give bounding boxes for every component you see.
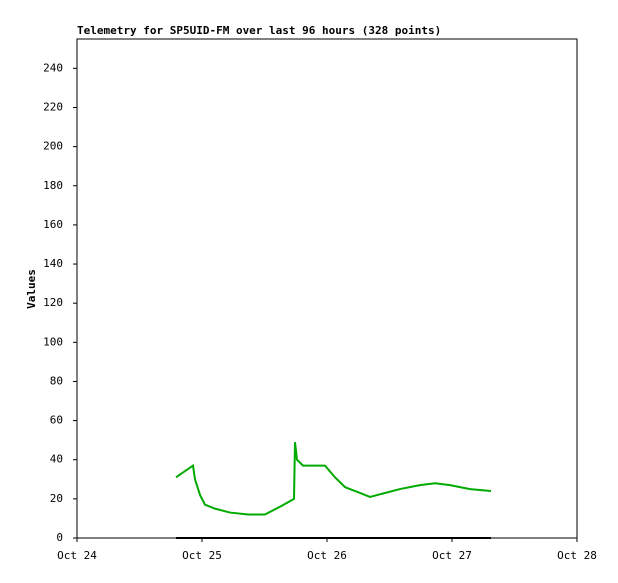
y-tick-label: 140 [43,257,63,270]
y-tick-label: 40 [50,453,63,466]
y-tick-label: 180 [43,179,63,192]
y-tick-label: 80 [50,374,63,387]
y-tick-label: 240 [43,61,63,74]
series-line [175,442,492,516]
y-tick-label: 120 [43,296,63,309]
y-tick-label: 0 [56,531,63,544]
y-tick-label: 60 [50,414,63,427]
x-tick-label: Oct 28 [557,549,597,562]
chart-title: Telemetry for SP5UID-FM over last 96 hou… [77,24,441,37]
y-tick-label: 160 [43,218,63,231]
y-axis-label: Values [25,269,38,309]
y-tick-label: 20 [50,492,63,505]
x-tick-label: Oct 27 [432,549,472,562]
y-tick-label: 220 [43,100,63,113]
y-tick-label: 200 [43,140,63,153]
x-tick-label: Oct 24 [57,549,97,562]
x-tick-label: Oct 25 [182,549,222,562]
y-tick-label: 100 [43,335,63,348]
x-tick-label: Oct 26 [307,549,347,562]
